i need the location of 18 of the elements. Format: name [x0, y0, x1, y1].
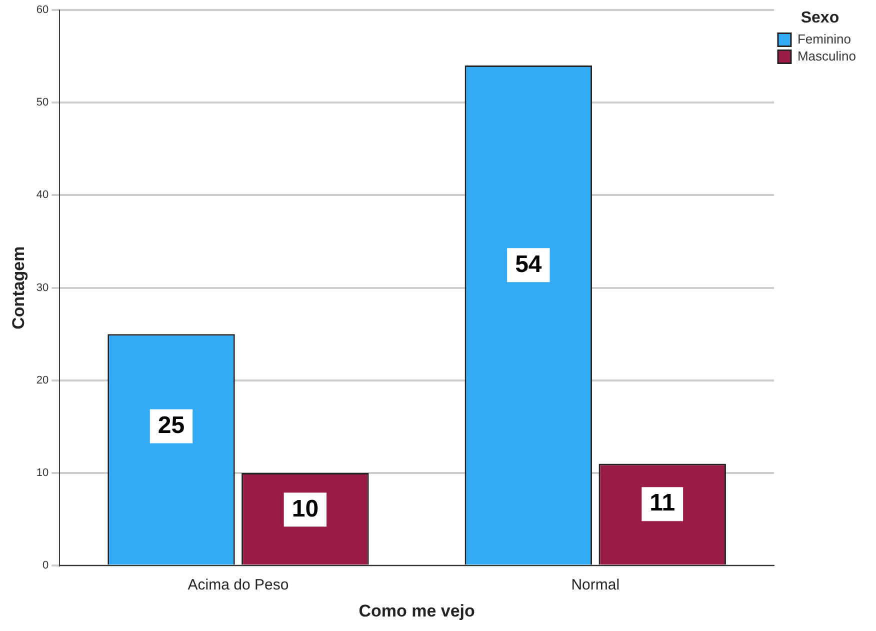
- y-tick-label: 0: [42, 560, 49, 572]
- data-label: 11: [650, 490, 676, 517]
- legend-title: Sexo: [800, 9, 840, 26]
- x-axis-title: Como me vejo: [358, 601, 475, 620]
- y-axis-title: Contagem: [8, 246, 28, 330]
- y-tick-label: 50: [36, 96, 49, 109]
- y-tick-label: 20: [36, 374, 49, 386]
- y-tick-label: 40: [36, 189, 49, 202]
- legend-label: Feminino: [797, 31, 851, 46]
- x-tick-label: Normal: [571, 576, 620, 594]
- legend-label: Masculino: [797, 48, 856, 64]
- y-tick-label: 10: [36, 467, 49, 480]
- x-tick-label: Acima do Peso: [188, 576, 289, 594]
- data-label: 10: [292, 495, 319, 522]
- y-tick-label: 30: [36, 282, 49, 294]
- data-label: 25: [158, 412, 185, 439]
- y-tick-label: 60: [36, 4, 49, 16]
- data-label: 54: [515, 250, 542, 278]
